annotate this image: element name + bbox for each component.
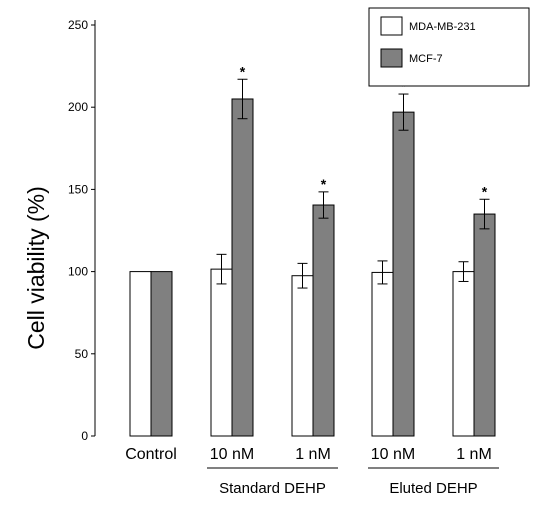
x-tick-label: 10 nM [371,446,415,463]
y-axis: 0 50 100 150 200 250 [68,18,96,443]
y-tick-label: 50 [75,347,89,361]
legend-label: MCF-7 [409,53,443,65]
y-tick-label: 100 [68,265,88,279]
legend-swatch [380,16,403,36]
bar-mcf-7 [231,98,254,437]
group-label: Eluted DEHP [389,480,477,497]
x-tick-label: Control [125,446,177,463]
significance-marker: * [321,176,327,192]
group-label: Standard DEHP [219,480,326,497]
x-tick-label: 1 nM [456,446,492,463]
bar-mcf-7 [392,111,415,437]
x-tick-label: 10 nM [210,446,254,463]
y-tick-label: 150 [68,182,88,196]
bar-mcf-7 [473,213,496,437]
legend-swatch [380,48,403,68]
x-axis: Control 10 nM 1 nM 10 nM 1 nM Standard DEHP El… [125,446,499,497]
y-tick-label: 200 [68,100,88,114]
bars: **** [129,63,496,437]
y-tick-label: 250 [68,18,88,32]
significance-marker: * [482,183,488,199]
legend: MDA-MB-231 MCF-7 [368,7,530,87]
bar-mda-mb-231 [210,268,233,437]
bar-mda-mb-231 [452,271,475,437]
bar-mda-mb-231 [291,275,314,437]
bar-mcf-7 [150,271,173,437]
bar-mcf-7 [312,204,335,437]
bar-mda-mb-231 [129,271,152,437]
x-tick-label: 1 nM [295,446,331,463]
significance-marker: * [240,63,246,79]
legend-label: MDA-MB-231 [409,21,476,33]
y-axis-label: Cell viability (%) [23,186,49,350]
bar-mda-mb-231 [371,271,394,437]
y-tick-label: 0 [81,429,88,443]
